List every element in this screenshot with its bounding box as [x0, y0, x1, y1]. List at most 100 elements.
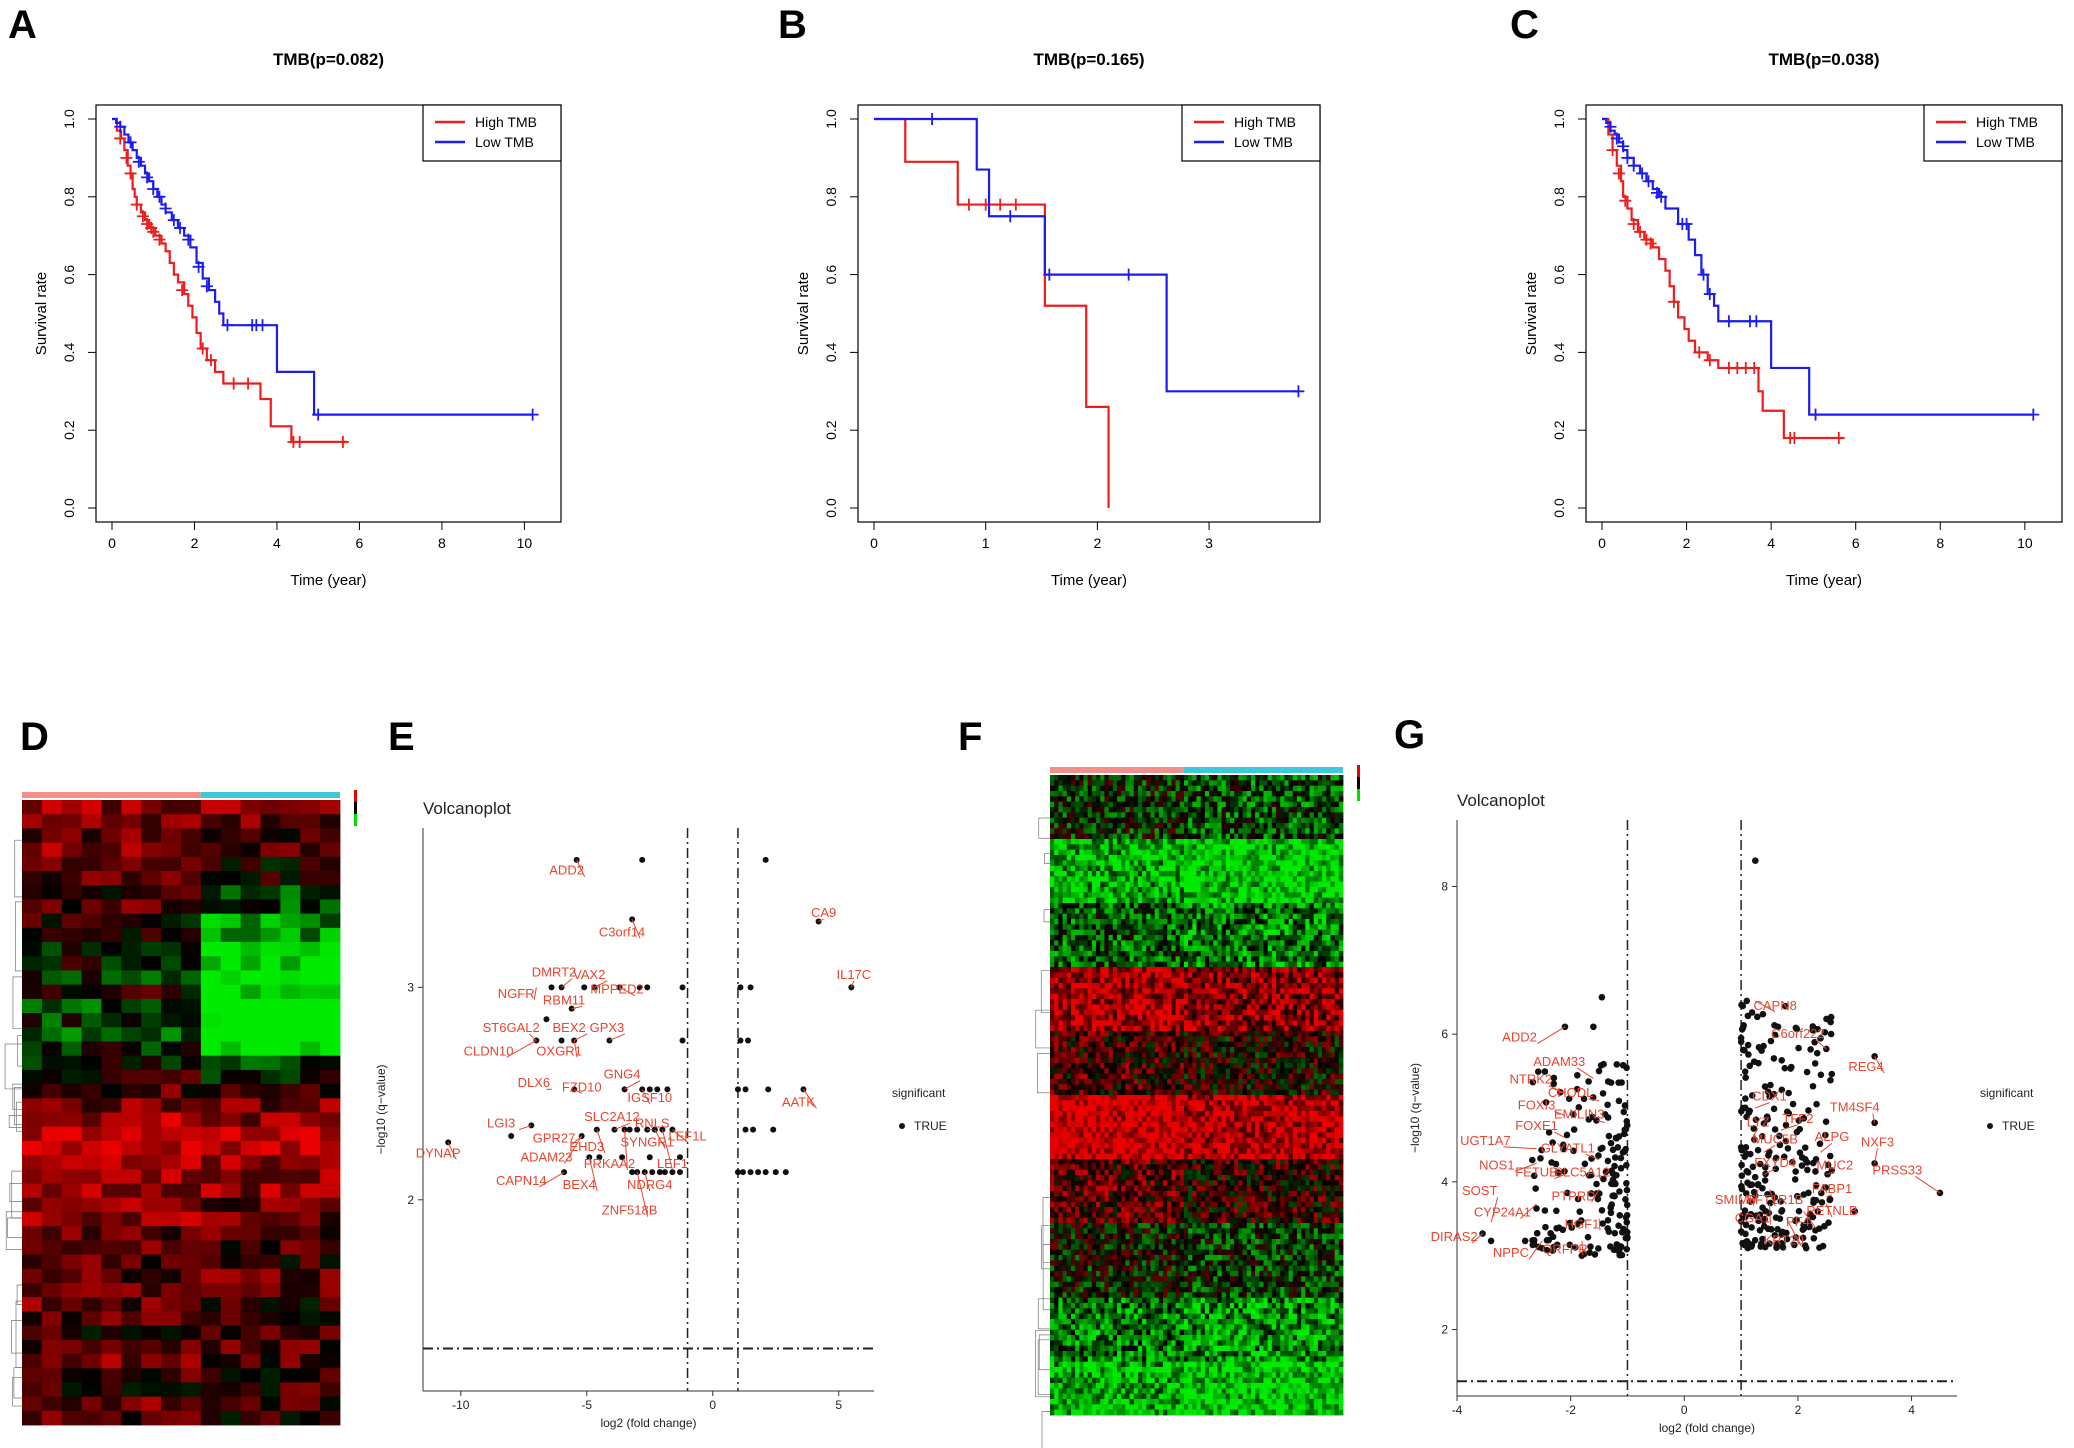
heat-cell: [1288, 817, 1294, 824]
heat-cell: [1163, 988, 1168, 995]
heat-cell: [300, 871, 321, 886]
heat-cell: [1238, 833, 1243, 840]
heat-cell: [1313, 1031, 1319, 1037]
heat-cell: [1183, 855, 1189, 861]
heat-cell: [1271, 839, 1277, 845]
heat-cell: [1146, 807, 1151, 813]
dendrogram-branch: [15, 1101, 22, 1132]
heat-cell: [1196, 807, 1202, 813]
heat-cell: [1100, 1057, 1105, 1064]
heat-cell: [1150, 1041, 1156, 1048]
heat-cell: [1175, 1009, 1181, 1016]
heat-cell: [101, 1353, 122, 1369]
legend-label: Low TMB: [1976, 134, 2035, 150]
heat-cell: [1091, 988, 1097, 995]
heat-cell: [1267, 844, 1273, 851]
heat-cell: [1330, 823, 1336, 829]
heat-cell: [1259, 903, 1264, 909]
heat-cell: [1083, 951, 1089, 957]
heat-cell: [181, 1069, 202, 1085]
heat-cell: [41, 1055, 63, 1071]
heat-cell: [1234, 897, 1239, 904]
heat-cell: [1179, 940, 1185, 947]
heat-cell: [320, 1112, 341, 1128]
heat-cell: [1250, 961, 1256, 968]
panel-label-e: E: [388, 715, 415, 759]
heat-cell: [1255, 817, 1260, 824]
heat-cell: [1246, 967, 1252, 973]
heat-cell: [1116, 1063, 1122, 1069]
heat-cell: [1062, 1031, 1068, 1037]
heat-cell: [320, 1297, 341, 1312]
heat-cell: [1058, 897, 1063, 904]
heat-cell: [61, 1183, 83, 1199]
heat-cell: [1104, 1031, 1109, 1037]
heat-cell: [1175, 892, 1181, 899]
heat-cell: [1129, 940, 1135, 947]
heat-cell: [1238, 1009, 1243, 1016]
heat-cell: [1116, 801, 1122, 808]
heat-cell: [1234, 929, 1239, 936]
heat-cell: [1326, 913, 1331, 920]
heat-cell: [101, 1013, 122, 1028]
heat-cell: [1125, 812, 1130, 819]
heat-cell: [1267, 945, 1273, 952]
heat-cell: [1213, 828, 1218, 835]
heat-cell: [1070, 1004, 1076, 1011]
heat-cell: [1116, 1004, 1122, 1011]
heat-cell: [1091, 892, 1097, 899]
heat-cell: [1221, 924, 1227, 931]
censor-mark: [1634, 225, 1647, 238]
heat-cell: [200, 1254, 222, 1270]
heat-cell: [1229, 1020, 1235, 1027]
heat-cell: [1271, 801, 1277, 808]
heat-cell: [1330, 860, 1336, 867]
heat-cell: [1075, 972, 1080, 979]
heat-cell: [1096, 1025, 1101, 1032]
heat-cell: [1183, 876, 1189, 883]
heat-cell: [1246, 961, 1252, 968]
heat-cell: [1083, 876, 1089, 883]
gene-label: AATK: [782, 1094, 815, 1109]
heat-cell: [1146, 903, 1151, 909]
heat-cell: [1317, 828, 1323, 835]
heat-cell: [280, 1297, 301, 1312]
heat-cell: [1054, 935, 1059, 941]
heat-cell: [1267, 855, 1273, 861]
heat-cell: [320, 1396, 341, 1412]
heat-cell: [1330, 844, 1336, 851]
heat-cell: [141, 1396, 162, 1412]
censor-mark: [336, 435, 349, 448]
heat-cell: [1100, 1004, 1105, 1011]
heat-cell: [1334, 1031, 1340, 1037]
heat-cell: [1326, 860, 1331, 867]
heat-cell: [1050, 972, 1055, 979]
heat-cell: [81, 1027, 102, 1042]
heat-cell: [1238, 871, 1243, 877]
heat-cell: [1259, 817, 1264, 824]
heat-cell: [1154, 812, 1160, 819]
heat-cell: [1163, 935, 1168, 941]
heat-cell: [1150, 839, 1156, 845]
heat-cell: [1200, 785, 1206, 792]
heat-cell: [1167, 972, 1172, 979]
heat-cell: [1296, 993, 1302, 1000]
heat-cell: [1150, 940, 1156, 947]
heat-cell: [1209, 913, 1214, 920]
heat-cell: [1271, 892, 1277, 899]
heat-cell: [1276, 844, 1281, 851]
heat-cell: [1284, 812, 1289, 819]
heat-cell: [1326, 796, 1331, 803]
heat-cell: [1158, 828, 1164, 835]
heat-cell: [1309, 876, 1315, 883]
heat-cell: [1096, 903, 1101, 909]
heat-cell: [1167, 860, 1172, 867]
heat-cell: [1112, 929, 1118, 936]
heat-cell: [1179, 801, 1185, 808]
heat-cell: [1146, 961, 1151, 968]
heat-cell: [1175, 876, 1181, 883]
heat-cell: [1167, 1057, 1172, 1064]
heat-cell: [1108, 983, 1114, 989]
heat-cell: [1246, 1004, 1252, 1011]
heat-cell: [1100, 1015, 1105, 1021]
